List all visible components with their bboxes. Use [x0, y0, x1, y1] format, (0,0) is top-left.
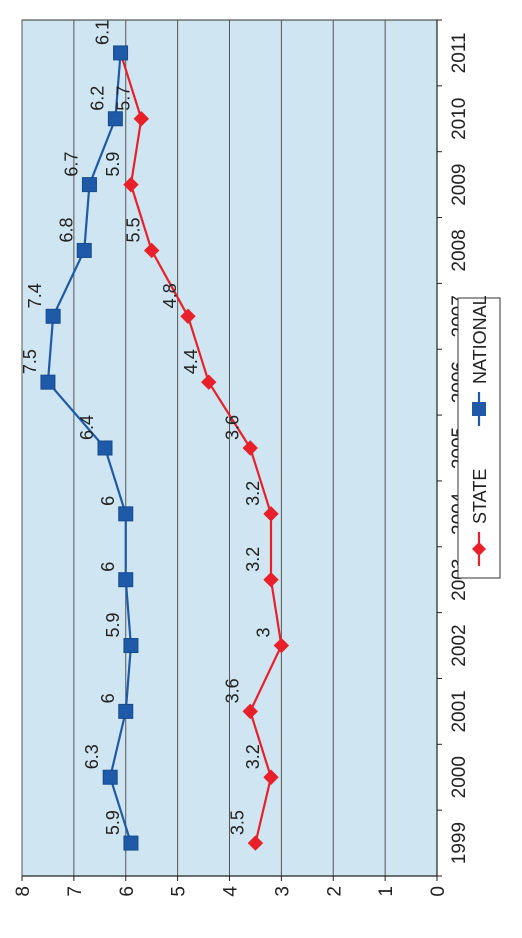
data-label: 6.8	[56, 217, 76, 242]
legend-marker-diamond	[472, 542, 486, 556]
state-point	[263, 769, 279, 785]
state-point	[123, 176, 139, 193]
national-point	[123, 638, 139, 654]
data-label: 7.5	[20, 349, 40, 374]
data-label: 3.6	[222, 678, 242, 703]
data-label: 5.5	[124, 217, 144, 242]
y-tick-label: 8	[13, 886, 34, 897]
y-tick-label: 5	[169, 886, 190, 897]
x-tick-label: 1999	[449, 822, 470, 864]
axes	[21, 19, 442, 881]
y-tick-label: 1	[376, 886, 397, 897]
data-label: 6.1	[93, 20, 113, 45]
x-tick-label: 2010	[449, 98, 470, 140]
data-label: 3.2	[243, 547, 263, 572]
state-point	[247, 835, 264, 851]
data-label: 6.4	[77, 415, 97, 440]
x-tick-label: 2011	[449, 32, 470, 73]
y-tick-label: 2	[324, 886, 345, 897]
x-tick-label: 2002	[449, 624, 470, 666]
national-point	[123, 835, 139, 851]
state-point	[242, 703, 258, 720]
state-point	[273, 637, 290, 654]
national-point	[118, 572, 134, 588]
national-point	[81, 177, 97, 193]
national-point	[40, 374, 56, 390]
data-label: 4.4	[181, 349, 201, 374]
x-tick-label: 2000	[449, 756, 470, 798]
data-label: 6.7	[61, 152, 81, 177]
national-point	[45, 308, 61, 324]
data-label: 3.2	[243, 744, 263, 769]
state-point	[133, 111, 150, 127]
state-point	[143, 242, 160, 259]
data-label: 6.3	[82, 744, 102, 769]
x-tick-label: 2009	[449, 163, 470, 205]
state-point	[263, 571, 279, 588]
state-point	[201, 374, 217, 390]
data-label: 5.9	[103, 613, 123, 638]
data-label: 3.2	[243, 481, 263, 506]
national-point	[76, 242, 92, 258]
data-label: 7.4	[25, 283, 45, 308]
x-tick-label: 2008	[449, 229, 470, 271]
legend-box	[457, 297, 501, 579]
y-tick-label: 7	[65, 886, 86, 897]
data-label: 5.9	[103, 152, 123, 177]
national-point	[97, 440, 113, 456]
national-point	[102, 769, 118, 785]
y-tick-label: 0	[428, 886, 449, 897]
national-point	[118, 506, 134, 522]
data-label: 6	[98, 496, 118, 506]
data-label: 3.5	[227, 810, 247, 835]
data-label: 5.7	[113, 86, 133, 111]
y-tick-label: 4	[221, 886, 242, 897]
data-label: 6	[98, 562, 118, 572]
national-point	[107, 111, 123, 127]
y-tick-labels: 0 1 2 3 4 5 6 7 8	[13, 886, 449, 897]
x-tick-label: 2001	[449, 690, 470, 732]
state-point	[242, 440, 258, 456]
data-label: 6	[98, 693, 118, 703]
data-label: 3	[253, 628, 273, 638]
state-point	[263, 506, 279, 522]
legend-label: STATE	[470, 469, 490, 524]
data-label: 3.6	[222, 415, 242, 440]
series-group	[40, 45, 290, 851]
data-labels: 3.5 3.2 3.6 3 3.2 3.2 3.6 4.4 4.8 5.5 5.9 5.7 5.9 6.3…	[20, 20, 273, 835]
y-tick-label: 6	[117, 886, 138, 897]
national-point	[118, 703, 134, 719]
state-point	[180, 308, 196, 325]
national-point	[113, 45, 129, 61]
legend: STATE NATIONAL	[457, 295, 501, 579]
data-label: 4.8	[160, 283, 180, 308]
data-label: 6.2	[87, 86, 107, 111]
y-tick-label: 3	[272, 886, 293, 897]
legend-label: NATIONAL	[470, 295, 490, 384]
data-label: 5.9	[103, 810, 123, 835]
legend-marker-square	[472, 402, 486, 416]
gridlines	[21, 20, 386, 876]
